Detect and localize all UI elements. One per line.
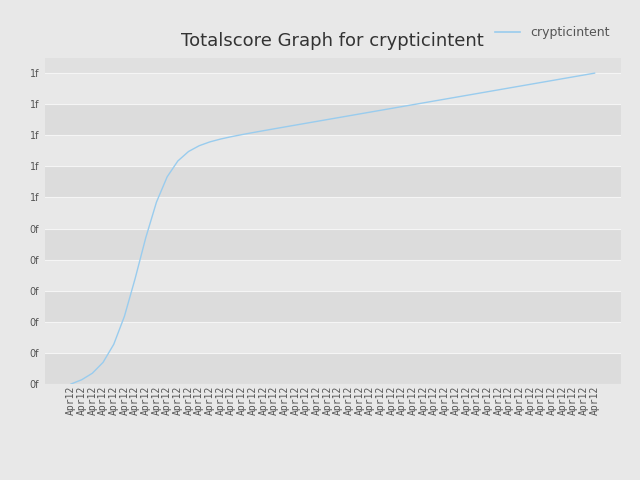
Bar	[45, 73, 621, 104]
crypticintent	[292, 122, 300, 128]
crypticintent	[516, 83, 524, 89]
crypticintent	[142, 235, 150, 240]
crypticintent	[152, 199, 160, 205]
crypticintent	[88, 371, 96, 376]
Bar	[45, 322, 621, 353]
crypticintent	[409, 102, 417, 108]
crypticintent	[249, 130, 257, 135]
Bar	[45, 291, 621, 322]
crypticintent	[591, 70, 598, 76]
crypticintent	[356, 111, 364, 117]
crypticintent	[313, 119, 321, 124]
Bar	[45, 260, 621, 291]
Title: Totalscore Graph for crypticintent: Totalscore Graph for crypticintent	[181, 33, 484, 50]
crypticintent	[548, 78, 556, 84]
Bar	[45, 104, 621, 135]
Legend: crypticintent: crypticintent	[490, 22, 614, 45]
crypticintent	[120, 313, 128, 319]
crypticintent	[495, 87, 502, 93]
crypticintent	[463, 93, 470, 98]
crypticintent	[270, 126, 278, 132]
crypticintent	[484, 89, 492, 95]
crypticintent	[217, 136, 225, 142]
crypticintent	[570, 74, 577, 80]
crypticintent	[345, 113, 353, 119]
crypticintent	[67, 381, 75, 387]
crypticintent	[559, 76, 566, 82]
crypticintent	[131, 276, 139, 282]
crypticintent	[259, 128, 267, 133]
crypticintent	[185, 149, 193, 155]
Bar	[45, 167, 621, 197]
Bar	[45, 353, 621, 384]
crypticintent	[377, 108, 385, 113]
Bar	[45, 228, 621, 260]
crypticintent	[506, 85, 513, 91]
crypticintent	[366, 109, 374, 115]
crypticintent	[206, 139, 214, 145]
crypticintent	[174, 158, 182, 164]
crypticintent	[431, 98, 438, 104]
crypticintent	[238, 132, 246, 137]
crypticintent	[441, 96, 449, 102]
crypticintent	[302, 120, 310, 126]
crypticintent	[473, 91, 481, 96]
crypticintent	[334, 115, 342, 120]
crypticintent	[163, 174, 171, 180]
Bar	[45, 197, 621, 228]
crypticintent	[527, 82, 534, 87]
crypticintent	[388, 106, 396, 111]
crypticintent	[452, 95, 460, 100]
crypticintent	[538, 80, 545, 85]
crypticintent	[110, 341, 118, 347]
crypticintent	[78, 377, 86, 383]
crypticintent	[399, 104, 406, 109]
Bar	[45, 135, 621, 167]
crypticintent	[580, 72, 588, 78]
crypticintent	[99, 360, 107, 365]
crypticintent	[324, 117, 332, 122]
Line: crypticintent: crypticintent	[71, 73, 595, 384]
crypticintent	[420, 100, 428, 106]
crypticintent	[227, 134, 235, 140]
crypticintent	[195, 143, 203, 149]
crypticintent	[281, 124, 289, 130]
